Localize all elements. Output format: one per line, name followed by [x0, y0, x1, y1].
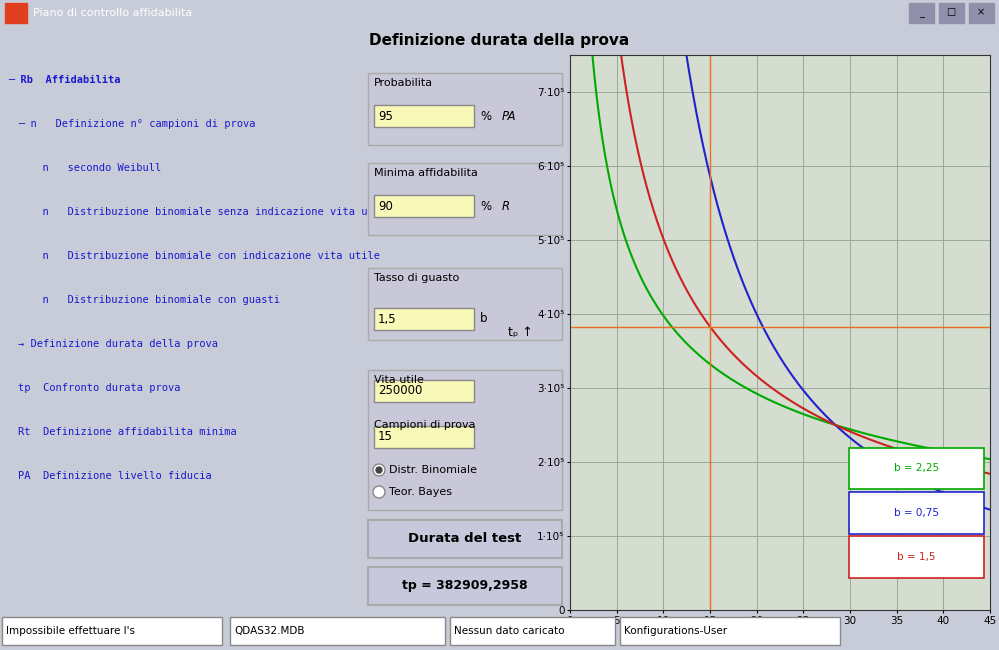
Bar: [368, 520, 562, 558]
Text: R: R: [502, 200, 510, 213]
Bar: [450, 617, 615, 645]
Text: b = 1,5: b = 1,5: [897, 552, 936, 562]
Text: QDAS32.MDB: QDAS32.MDB: [234, 626, 305, 636]
Text: n   Distribuzione binomiale senza indicazione vita utile: n Distribuzione binomiale senza indicazi…: [30, 207, 393, 217]
FancyBboxPatch shape: [849, 492, 984, 534]
Bar: [368, 73, 562, 145]
Bar: [374, 308, 474, 330]
Text: n   secondo Weibull: n secondo Weibull: [30, 163, 161, 173]
Text: b: b: [480, 313, 488, 326]
Text: Distr. Binomiale: Distr. Binomiale: [389, 465, 477, 475]
X-axis label: n →: n →: [769, 631, 791, 644]
Circle shape: [373, 464, 385, 476]
Text: Probabilita: Probabilita: [374, 78, 434, 88]
Text: Tasso di guasto: Tasso di guasto: [374, 273, 460, 283]
Text: Durata del test: Durata del test: [409, 532, 521, 545]
Bar: [2, 617, 222, 645]
Text: Nessun dato caricato: Nessun dato caricato: [454, 626, 564, 636]
Bar: [374, 380, 474, 402]
Text: Konfigurations-User: Konfigurations-User: [624, 626, 727, 636]
Bar: [374, 195, 474, 217]
Text: ×: ×: [977, 8, 985, 18]
Bar: [909, 3, 934, 23]
Text: 1,5: 1,5: [378, 313, 397, 326]
Text: Campioni di prova: Campioni di prova: [374, 420, 476, 430]
Bar: [368, 370, 562, 510]
Bar: [969, 3, 994, 23]
FancyBboxPatch shape: [849, 448, 984, 489]
Text: b = 2,25: b = 2,25: [894, 463, 939, 473]
Text: Definizione durata della prova: Definizione durata della prova: [370, 32, 629, 47]
Text: _: _: [919, 8, 923, 18]
Bar: [368, 163, 562, 235]
Text: 15: 15: [378, 430, 393, 443]
Circle shape: [376, 467, 382, 473]
Bar: [374, 105, 474, 127]
Text: n   Distribuzione binomiale con guasti: n Distribuzione binomiale con guasti: [30, 295, 280, 305]
Text: Rt  Definizione affidabilita minima: Rt Definizione affidabilita minima: [18, 427, 237, 437]
Bar: [368, 567, 562, 605]
Text: Teor. Bayes: Teor. Bayes: [389, 487, 452, 497]
Text: □: □: [946, 8, 956, 18]
Bar: [230, 617, 445, 645]
Y-axis label: tₚ ↑: tₚ ↑: [508, 326, 532, 339]
Text: b = 0,75: b = 0,75: [894, 508, 939, 518]
Text: Impossibile effettuare l's: Impossibile effettuare l's: [6, 626, 135, 636]
Text: PA: PA: [502, 109, 516, 122]
Text: 95: 95: [378, 109, 393, 122]
Bar: [939, 3, 964, 23]
Bar: [374, 426, 474, 448]
Text: Vita utile: Vita utile: [374, 375, 424, 385]
Text: 90: 90: [378, 200, 393, 213]
FancyBboxPatch shape: [849, 536, 984, 578]
Text: %: %: [480, 109, 492, 122]
Text: %: %: [480, 200, 492, 213]
Bar: [620, 617, 840, 645]
Text: PA  Definizione livello fiducia: PA Definizione livello fiducia: [18, 471, 212, 481]
Text: tp = 382909,2958: tp = 382909,2958: [403, 580, 527, 593]
Text: n   Distribuzione binomiale con indicazione vita utile: n Distribuzione binomiale con indicazion…: [30, 251, 380, 261]
Text: ─ n   Definizione n° campioni di prova: ─ n Definizione n° campioni di prova: [18, 119, 256, 129]
Text: Piano di controllo affidabilita: Piano di controllo affidabilita: [33, 8, 192, 18]
Text: tp  Confronto durata prova: tp Confronto durata prova: [18, 383, 181, 393]
Text: → Definizione durata della prova: → Definizione durata della prova: [18, 339, 218, 349]
Bar: [5, 3, 27, 23]
Text: Minima affidabilita: Minima affidabilita: [374, 168, 478, 178]
Bar: [368, 268, 562, 340]
Text: ─ Rb  Affidabilita: ─ Rb Affidabilita: [8, 75, 121, 85]
Text: 250000: 250000: [378, 385, 423, 398]
Circle shape: [373, 486, 385, 498]
